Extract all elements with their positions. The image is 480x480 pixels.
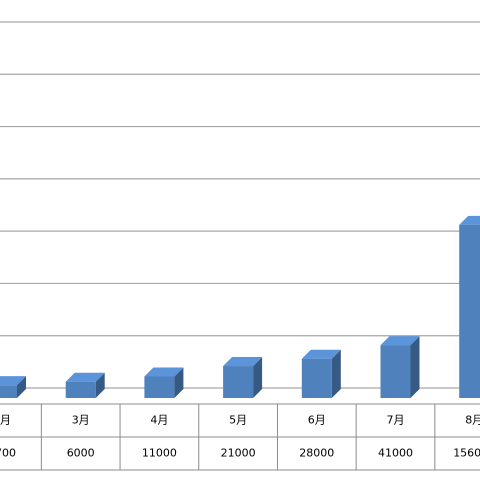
bar-side (331, 349, 341, 398)
bar-side (95, 372, 105, 398)
bar (380, 345, 411, 398)
bar-top (301, 349, 341, 359)
category-label: 7月 (387, 414, 405, 427)
bar-side (17, 376, 26, 398)
bar-top (223, 357, 263, 367)
bar-side (253, 357, 263, 398)
category-label: 2月 (0, 414, 11, 427)
bar-top (0, 376, 26, 386)
bar-top (380, 336, 420, 346)
value-label: 21000 (221, 447, 256, 460)
bar (65, 381, 96, 398)
category-label: 6月 (308, 414, 326, 427)
bar (0, 385, 17, 398)
category-label: 4月 (150, 414, 168, 427)
bar-top (144, 367, 184, 377)
bar-side (410, 336, 420, 398)
category-label: 3月 (72, 414, 90, 427)
bar-top (459, 215, 480, 225)
value-label: 41000 (378, 447, 413, 460)
bar (301, 358, 332, 398)
bar (223, 366, 254, 398)
value-label: 28000 (299, 447, 334, 460)
category-label: 8月 (465, 414, 480, 427)
value-label: 6000 (67, 447, 95, 460)
bar-top (65, 372, 105, 382)
bar (459, 224, 480, 398)
value-label: 156000 (453, 447, 480, 460)
bar-side (174, 367, 184, 398)
bar (144, 376, 175, 398)
value-label: 11000 (142, 447, 177, 460)
category-label: 5月 (229, 414, 247, 427)
value-label: 2700 (0, 447, 16, 460)
